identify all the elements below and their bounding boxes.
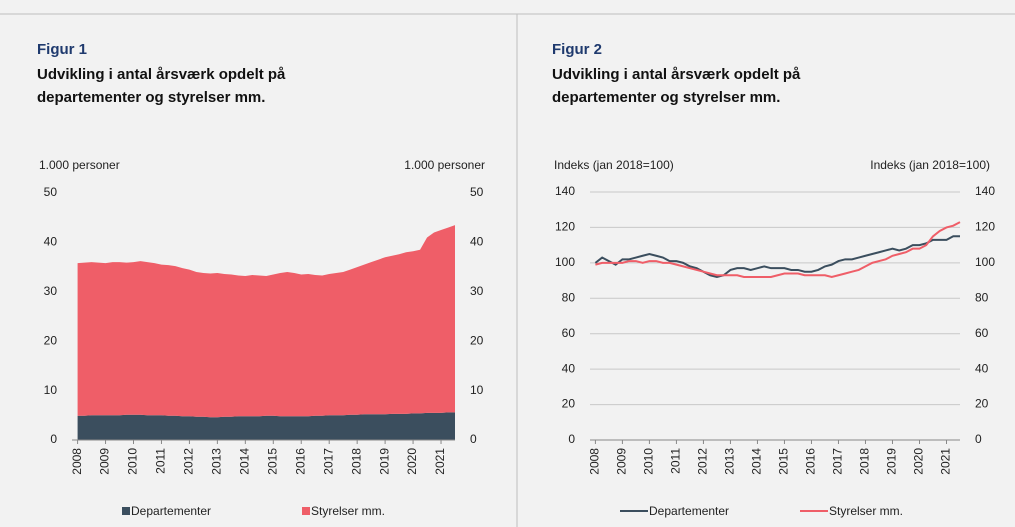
x-tick-label: 2009 — [98, 448, 112, 475]
x-tick-label: 2012 — [696, 448, 710, 475]
y2-tick-label: 120 — [975, 220, 995, 234]
y2-tick-label: 40 — [975, 361, 989, 375]
y2-tick-label: 40 — [470, 235, 484, 249]
y2-tick-label: 100 — [975, 255, 995, 269]
y2-tick-label: 140 — [975, 184, 995, 198]
area — [77, 412, 455, 440]
x-tick-label: 2015 — [265, 448, 279, 475]
x-tick-label: 2017 — [321, 448, 335, 475]
y-tick-label: 120 — [555, 220, 575, 234]
line — [594, 235, 960, 279]
x-tick-label: 2009 — [615, 448, 629, 475]
x-tick-label: 2016 — [804, 448, 818, 475]
x-tick-label: 2018 — [349, 448, 363, 475]
x-tick-label: 2008 — [70, 448, 84, 475]
y-tick-label: 40 — [562, 361, 576, 375]
legend-label: Departementer — [131, 504, 211, 518]
x-tick-label: 2010 — [126, 448, 140, 475]
x-tick-label: 2013 — [723, 448, 737, 475]
y2-tick-label: 0 — [470, 432, 477, 446]
x-tick-label: 2010 — [642, 448, 656, 475]
x-tick-label: 2021 — [939, 448, 953, 475]
x-tick-label: 2020 — [405, 448, 419, 475]
x-tick-label: 2008 — [588, 448, 602, 475]
legend-swatch — [302, 507, 310, 515]
legend-label: Styrelser mm. — [829, 504, 903, 518]
y2-tick-label: 10 — [470, 383, 484, 397]
y-tick-label: 0 — [568, 432, 575, 446]
y-tick-label: 80 — [562, 290, 576, 304]
chart-title: departementer og styrelser mm. — [37, 89, 265, 106]
y-tick-label: 10 — [44, 383, 58, 397]
chart-title: Udvikling i antal årsværk opdelt på — [37, 66, 286, 83]
y-tick-label: 60 — [562, 326, 576, 340]
y-tick-label: 40 — [44, 235, 58, 249]
chart-title: departementer og styrelser mm. — [552, 89, 780, 106]
x-tick-label: 2016 — [293, 448, 307, 475]
y2-tick-label: 50 — [470, 185, 484, 199]
legend-label: Styrelser mm. — [311, 504, 385, 518]
y-tick-label: 140 — [555, 184, 575, 198]
figure-label: Figur 1 — [37, 41, 87, 58]
y2-axis-label: Indeks (jan 2018=100) — [870, 158, 990, 172]
figure-label: Figur 2 — [552, 41, 602, 58]
y2-tick-label: 30 — [470, 284, 484, 298]
x-tick-label: 2015 — [777, 448, 791, 475]
y-tick-label: 30 — [44, 284, 58, 298]
y-axis-label: 1.000 personer — [39, 158, 120, 172]
x-tick-label: 2011 — [154, 448, 168, 474]
x-tick-label: 2014 — [238, 448, 252, 475]
chart-title: Udvikling i antal årsværk opdelt på — [552, 66, 801, 83]
y-tick-label: 50 — [44, 185, 58, 199]
legend-swatch — [122, 507, 130, 515]
y2-tick-label: 20 — [975, 397, 989, 411]
y2-axis-label: 1.000 personer — [404, 158, 485, 172]
x-tick-label: 2013 — [210, 448, 224, 475]
x-tick-label: 2014 — [750, 448, 764, 475]
legend-label: Departementer — [649, 504, 729, 518]
y-tick-label: 20 — [44, 333, 58, 347]
y-tick-label: 100 — [555, 255, 575, 269]
y2-tick-label: 20 — [470, 333, 484, 347]
x-tick-label: 2017 — [831, 448, 845, 475]
y-axis-label: Indeks (jan 2018=100) — [554, 158, 674, 172]
x-tick-label: 2019 — [885, 448, 899, 475]
y-tick-label: 0 — [50, 432, 57, 446]
x-tick-label: 2020 — [912, 448, 926, 475]
x-tick-label: 2019 — [377, 448, 391, 475]
line — [595, 221, 961, 279]
area — [77, 225, 455, 418]
x-tick-label: 2018 — [858, 448, 872, 475]
y-tick-label: 20 — [562, 397, 576, 411]
y2-tick-label: 80 — [975, 290, 989, 304]
y2-tick-label: 60 — [975, 326, 989, 340]
x-tick-label: 2012 — [182, 448, 196, 475]
x-tick-label: 2011 — [669, 448, 683, 474]
x-tick-label: 2021 — [433, 448, 447, 475]
y2-tick-label: 0 — [975, 432, 982, 446]
